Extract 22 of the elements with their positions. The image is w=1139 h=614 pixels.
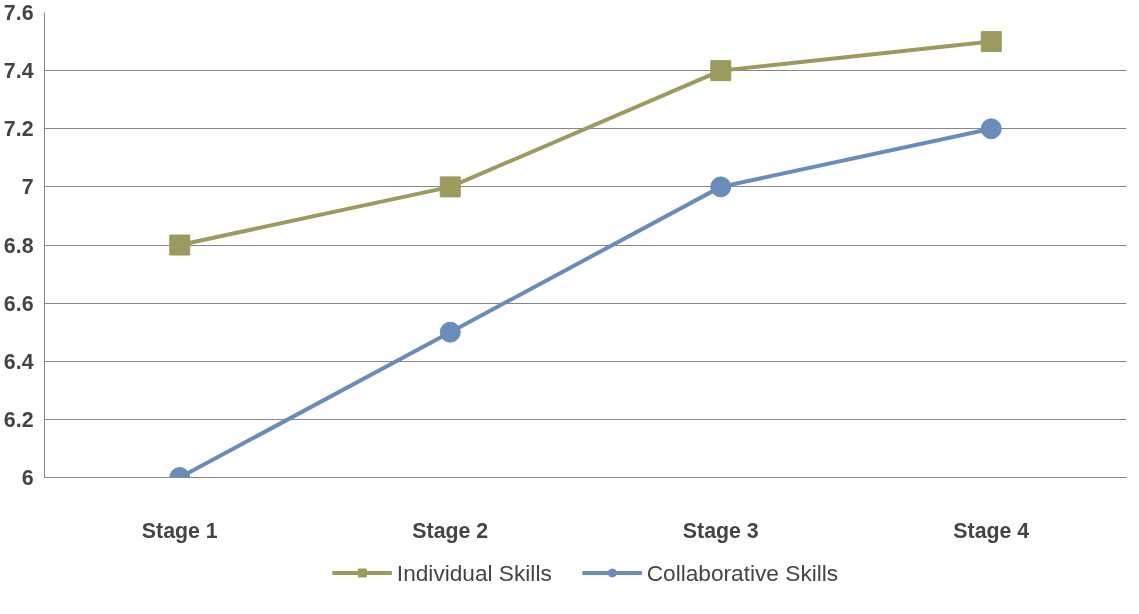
point: [980, 31, 1002, 53]
point: [169, 234, 191, 256]
y-tick-label: 6.4: [3, 349, 34, 374]
x-tick-label: Stage 1: [141, 518, 218, 543]
point: [980, 118, 1002, 140]
point: [710, 60, 732, 82]
legend-label: Collaborative Skills: [646, 559, 839, 586]
y-tick-label: 6.2: [3, 407, 34, 432]
y-tick-label: 7.4: [3, 59, 34, 84]
point: [439, 321, 461, 343]
y-tick-label: 6.6: [3, 291, 34, 316]
x-tick-label: Stage 4: [953, 518, 1030, 543]
point: [439, 176, 461, 198]
y-tick-label: 6.8: [3, 233, 34, 258]
y-tick-label: 6: [21, 466, 34, 490]
x-tick-label: Stage 3: [682, 518, 759, 543]
legend-label: Individual Skills: [396, 559, 552, 586]
y-tick-label: 7.6: [3, 1, 34, 25]
point: [710, 176, 732, 198]
y-tick-label: 7: [21, 175, 34, 200]
y-tick-label: 7.2: [3, 117, 34, 142]
x-tick-label: Stage 2: [412, 518, 489, 543]
